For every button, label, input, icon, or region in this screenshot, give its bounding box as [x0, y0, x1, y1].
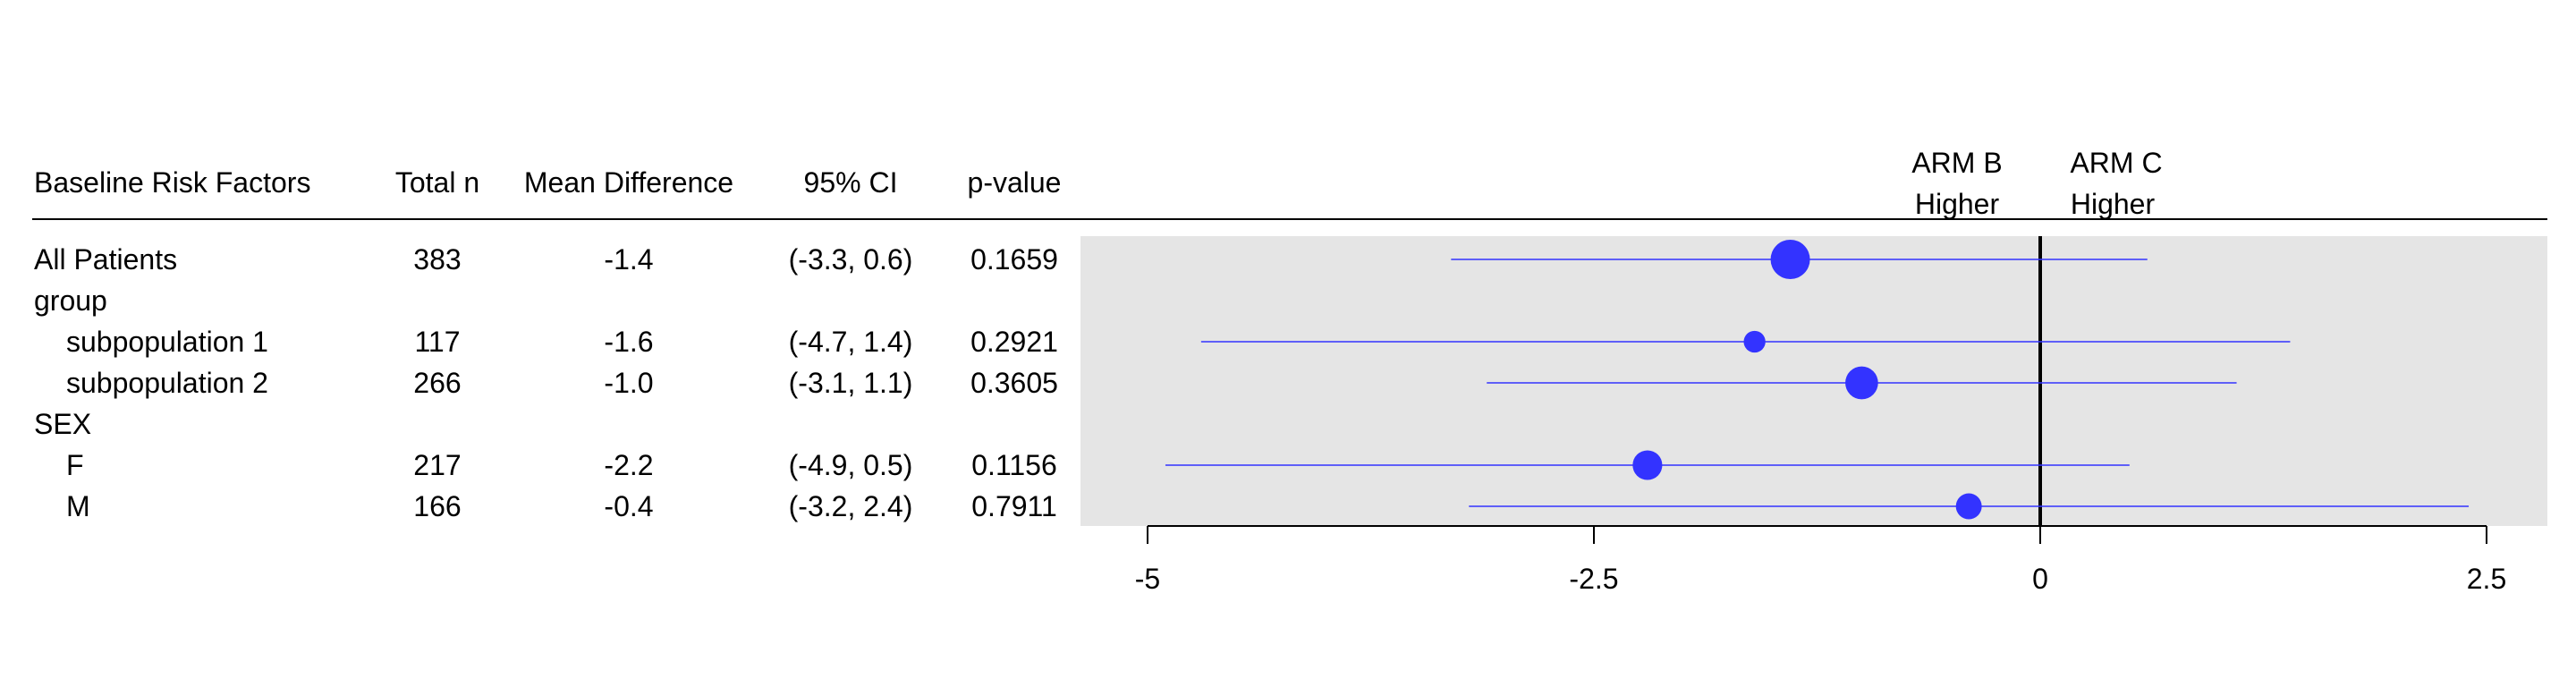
arm-b-label: ARM B	[1911, 147, 2003, 179]
header-total-n: Total n	[394, 166, 480, 199]
cell-total-n: 266	[413, 367, 462, 399]
row-label: SEX	[34, 408, 92, 440]
cell-total-n: 117	[414, 326, 461, 358]
x-tick-label: -2.5	[1569, 563, 1618, 595]
row-label: group	[34, 284, 107, 317]
cell-ci: (-3.1, 1.1)	[788, 367, 913, 399]
cell-p-value: 0.3605	[970, 367, 1058, 399]
cell-mean-difference: -2.2	[604, 449, 654, 481]
cell-total-n: 166	[413, 490, 462, 522]
cell-p-value: 0.7911	[971, 490, 1057, 522]
cell-ci: (-4.7, 1.4)	[788, 326, 913, 358]
estimate-point	[1632, 450, 1663, 480]
cell-mean-difference: -1.0	[604, 367, 654, 399]
estimate-point	[1845, 366, 1878, 400]
cell-mean-difference: -1.4	[604, 243, 654, 276]
cell-mean-difference: -0.4	[604, 490, 654, 522]
row-label: M	[66, 490, 90, 522]
estimate-point	[1743, 330, 1766, 353]
estimate-point	[1770, 240, 1810, 279]
row-label: subpopulation 2	[66, 367, 268, 399]
cell-ci: (-3.3, 0.6)	[788, 243, 913, 276]
header-95-ci: 95% CI	[803, 166, 898, 199]
header-p-value: p-value	[967, 166, 1062, 199]
cell-ci: (-4.9, 0.5)	[788, 449, 913, 481]
header-mean-difference: Mean Difference	[523, 166, 734, 199]
x-tick-label: -5	[1135, 563, 1160, 595]
row-label: F	[66, 449, 84, 481]
plot-panel	[1080, 236, 2547, 526]
arm-c-higher-label: Higher	[2070, 188, 2156, 220]
cell-ci: (-3.2, 2.4)	[788, 490, 913, 522]
cell-p-value: 0.1659	[970, 243, 1058, 276]
row-label: All Patients	[34, 243, 178, 276]
cell-mean-difference: -1.6	[604, 326, 654, 358]
cell-total-n: 383	[413, 243, 462, 276]
cell-p-value: 0.2921	[970, 326, 1058, 358]
x-tick-label: 2.5	[2467, 563, 2506, 595]
cell-total-n: 217	[413, 449, 462, 481]
cell-p-value: 0.1156	[971, 449, 1057, 481]
estimate-point	[1955, 493, 1982, 520]
arm-b-higher-label: Higher	[1914, 188, 2000, 220]
row-label: subpopulation 1	[66, 326, 268, 358]
x-tick-label: 0	[2032, 563, 2048, 595]
arm-c-label: ARM C	[2070, 147, 2163, 179]
header-baseline-risk-factors: Baseline Risk Factors	[34, 166, 311, 199]
